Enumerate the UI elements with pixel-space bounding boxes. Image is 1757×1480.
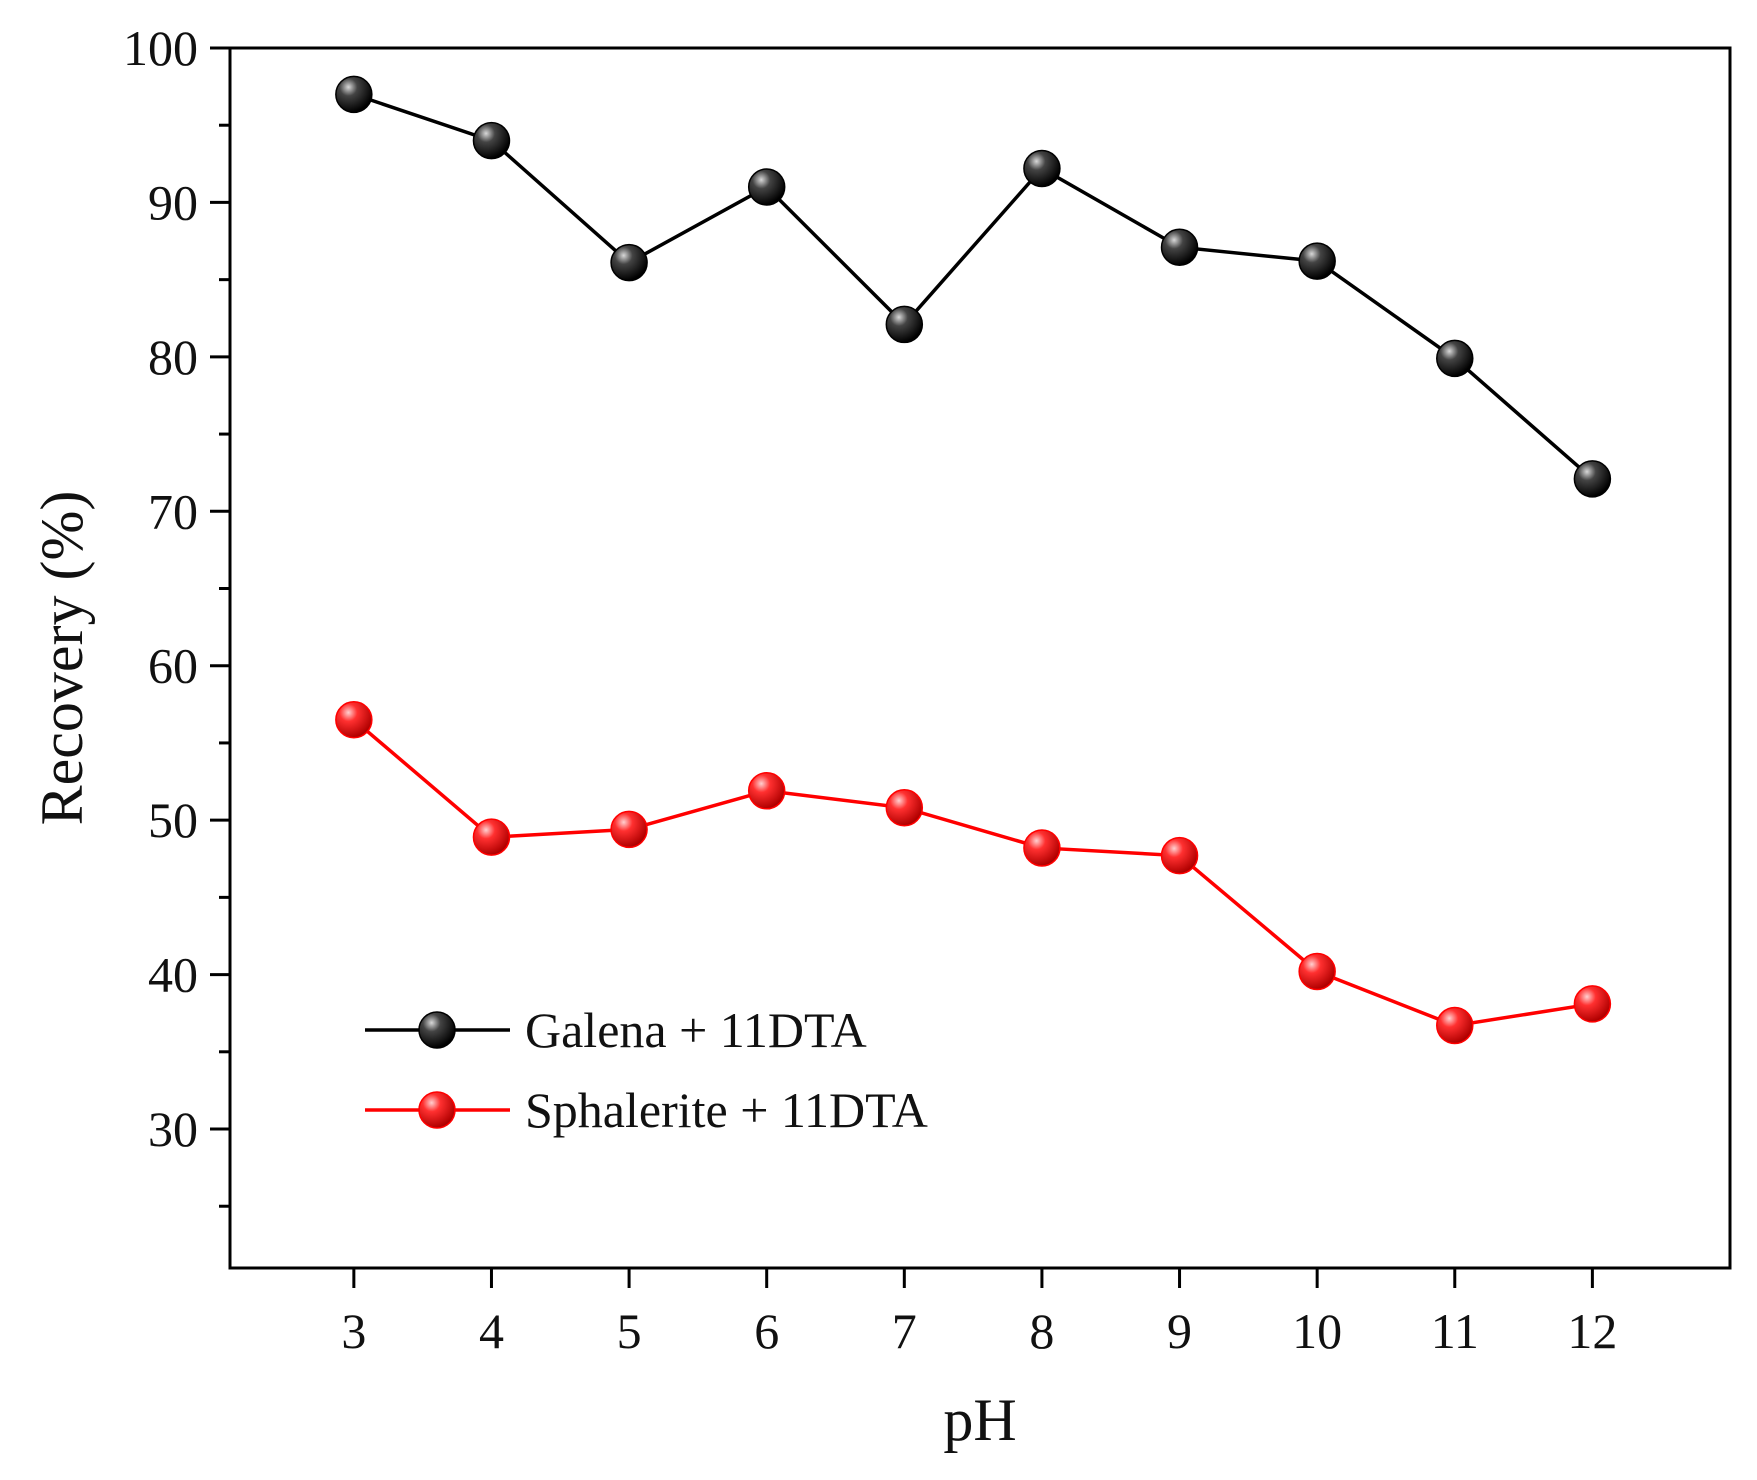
y-tick-label: 100 [123, 20, 198, 76]
x-tick-label: 3 [341, 1303, 366, 1359]
y-tick-label: 70 [148, 483, 198, 539]
data-point-sphalerite [885, 789, 924, 827]
data-point-sphalerite [747, 772, 786, 810]
data-point-sphalerite [1023, 829, 1061, 867]
series-layer [335, 75, 1612, 1045]
y-tick-label: 30 [148, 1101, 198, 1157]
x-tick-label: 12 [1567, 1303, 1617, 1359]
data-point-galena [1298, 242, 1336, 280]
series-line-galena [353, 92, 1594, 481]
data-point-sphalerite [1436, 1006, 1474, 1045]
x-tick-label: 10 [1292, 1303, 1342, 1359]
x-axis-title: pH [943, 1387, 1016, 1453]
data-point-sphalerite [1160, 836, 1199, 875]
y-tick-label: 40 [148, 947, 198, 1003]
y-tick-label: 90 [148, 174, 198, 230]
legend-label-sphalerite: Sphalerite + 11DTA [525, 1082, 928, 1138]
x-axis: 3 4 5 6 7 8 9 10 11 12 [341, 1268, 1617, 1359]
data-point-sphalerite [610, 810, 648, 849]
y-tick-label: 80 [148, 329, 198, 385]
x-tick-label: 6 [754, 1303, 779, 1359]
series-line-sphalerite [352, 718, 1593, 1028]
x-tick-label: 7 [892, 1303, 917, 1359]
data-point-galena [1436, 339, 1474, 378]
data-point-galena [472, 121, 511, 160]
x-tick-label: 5 [617, 1303, 642, 1359]
data-point-galena [885, 305, 924, 344]
x-tick-label: 11 [1431, 1303, 1479, 1359]
data-point-sphalerite [472, 818, 511, 856]
y-tick-label: 50 [148, 792, 198, 848]
x-tick-label: 4 [479, 1303, 504, 1359]
x-tick-label: 9 [1167, 1303, 1192, 1359]
plot-frame [228, 46, 1732, 1270]
legend-marker-galena [418, 1011, 456, 1049]
data-point-galena [610, 243, 648, 282]
data-point-galena [1160, 228, 1199, 266]
data-point-sphalerite [335, 701, 373, 739]
data-point-sphalerite [1573, 985, 1612, 1023]
y-tick-label: 60 [148, 638, 198, 694]
y-axis-title: Recovery (%) [29, 491, 95, 826]
plot-area [228, 46, 1732, 1270]
y-axis: 30 40 50 60 70 80 90 100 [123, 20, 230, 1208]
legend-marker-sphalerite [418, 1091, 456, 1129]
x-tick-label: 8 [1029, 1303, 1054, 1359]
legend: Galena + 11DTA Sphalerite + 11DTA [365, 1002, 928, 1138]
data-point-galena [335, 75, 373, 114]
data-point-galena [747, 168, 786, 206]
data-point-sphalerite [1298, 952, 1336, 991]
data-point-galena [1023, 149, 1061, 188]
legend-label-galena: Galena + 11DTA [525, 1002, 867, 1058]
data-point-galena [1573, 460, 1612, 498]
